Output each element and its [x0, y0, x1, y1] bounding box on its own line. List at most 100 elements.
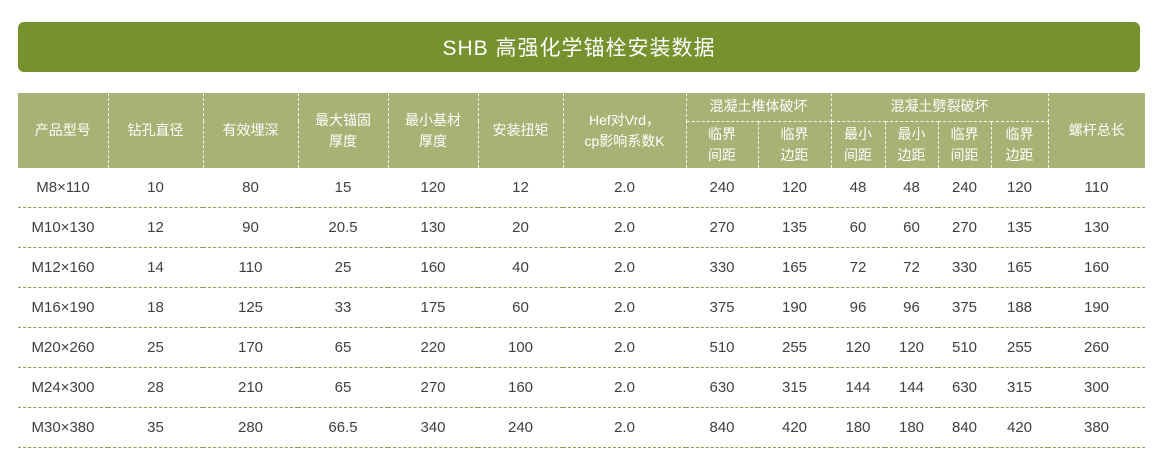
th-effective-embedment: 有效埋深 — [203, 93, 299, 168]
table-cell: 60 — [478, 287, 563, 328]
anchor-install-data-table: 产品型号 钻孔直径 有效埋深 最大锚固 厚度 最小基材 厚度 安装扭矩 Hef对… — [18, 93, 1145, 448]
table-cell: 144 — [831, 367, 885, 408]
table-cell: 270 — [686, 207, 758, 248]
table-cell: 188 — [991, 287, 1048, 328]
table-cell: 28 — [108, 367, 203, 408]
row-model-cell: M12×160 — [18, 247, 108, 288]
table-cell: 120 — [758, 168, 831, 208]
th-min-substrate-thickness: 最小基材 厚度 — [388, 93, 479, 168]
table-cell: 2.0 — [563, 247, 686, 288]
table-cell: 135 — [991, 207, 1048, 248]
table-cell: 160 — [388, 247, 478, 288]
table-cell: 840 — [686, 407, 758, 448]
th-group-concrete-split-failure: 混凝土劈裂破坏 — [831, 93, 1049, 122]
table-cell: 110 — [1048, 168, 1145, 208]
table-cell: 60 — [885, 207, 938, 248]
th-split-critical-edge: 临界 边距 — [991, 121, 1049, 168]
th-cone-critical-edge: 临界 边距 — [758, 121, 832, 168]
table-cell: 165 — [991, 247, 1048, 288]
table-cell: 840 — [938, 407, 991, 448]
table-cell: 120 — [831, 327, 885, 368]
table-cell: 300 — [1048, 367, 1145, 408]
table-cell: 120 — [388, 168, 478, 208]
row-model-cell: M24×300 — [18, 367, 108, 408]
table-cell: 175 — [388, 287, 478, 328]
table-cell: 65 — [298, 367, 388, 408]
table-cell: 110 — [203, 247, 298, 288]
table-cell: 10 — [108, 168, 203, 208]
table-cell: 330 — [686, 247, 758, 288]
table-cell: 220 — [388, 327, 478, 368]
table-cell: 20 — [478, 207, 563, 248]
table-cell: 96 — [831, 287, 885, 328]
table-cell: 170 — [203, 327, 298, 368]
table-cell: 160 — [478, 367, 563, 408]
th-cone-critical-spacing: 临界 间距 — [686, 121, 759, 168]
table-cell: 15 — [298, 168, 388, 208]
table-cell: 130 — [388, 207, 478, 248]
th-drill-diameter: 钻孔直径 — [108, 93, 204, 168]
th-group-concrete-cone-failure: 混凝土椎体破坏 — [686, 93, 832, 122]
table-cell: 510 — [938, 327, 991, 368]
table-cell: 135 — [758, 207, 831, 248]
table-cell: 180 — [831, 407, 885, 448]
table-cell: 120 — [885, 327, 938, 368]
table-cell: 270 — [938, 207, 991, 248]
table-cell: 280 — [203, 407, 298, 448]
page-title: SHB 高强化学锚栓安装数据 — [442, 37, 716, 60]
table-cell: 18 — [108, 287, 203, 328]
table-cell: 65 — [298, 327, 388, 368]
th-hef-vrd-k: Hef对Vrd， cp影响系数K — [563, 93, 687, 168]
table-cell: 130 — [1048, 207, 1145, 248]
table-cell: 380 — [1048, 407, 1145, 448]
table-row: M16×190 18 125 33 175 60 2.0 375 190 96 … — [18, 287, 1145, 328]
table-cell: 120 — [991, 168, 1048, 208]
table-cell: 60 — [831, 207, 885, 248]
table-cell: 160 — [1048, 247, 1145, 288]
th-product-model: 产品型号 — [18, 93, 109, 168]
table-row: M12×160 14 110 25 160 40 2.0 330 165 72 … — [18, 247, 1145, 288]
table-cell: 255 — [991, 327, 1048, 368]
table-cell: 255 — [758, 327, 831, 368]
table-cell: 2.0 — [563, 327, 686, 368]
table-cell: 180 — [885, 407, 938, 448]
row-model-cell: M8×110 — [18, 168, 108, 208]
row-model-cell: M16×190 — [18, 287, 108, 328]
table-cell: 315 — [758, 367, 831, 408]
table-cell: 100 — [478, 327, 563, 368]
th-max-anchor-thickness: 最大锚固 厚度 — [298, 93, 389, 168]
table-cell: 240 — [686, 168, 758, 208]
page-title-bar: SHB 高强化学锚栓安装数据 — [18, 22, 1140, 72]
table-cell: 240 — [478, 407, 563, 448]
table-cell: 72 — [831, 247, 885, 288]
table-cell: 125 — [203, 287, 298, 328]
table-cell: 66.5 — [298, 407, 388, 448]
table-cell: 48 — [831, 168, 885, 208]
table-cell: 12 — [108, 207, 203, 248]
table-cell: 20.5 — [298, 207, 388, 248]
table-cell: 190 — [758, 287, 831, 328]
table-cell: 25 — [298, 247, 388, 288]
table-cell: 260 — [1048, 327, 1145, 368]
table-cell: 48 — [885, 168, 938, 208]
table-cell: 2.0 — [563, 287, 686, 328]
table-row: M8×110 10 80 15 120 12 2.0 240 120 48 48… — [18, 168, 1145, 208]
table-cell: 35 — [108, 407, 203, 448]
table-cell: 340 — [388, 407, 478, 448]
table-cell: 375 — [938, 287, 991, 328]
table-row: M20×260 25 170 65 220 100 2.0 510 255 12… — [18, 327, 1145, 368]
table-cell: 420 — [758, 407, 831, 448]
table-cell: 90 — [203, 207, 298, 248]
table-cell: 33 — [298, 287, 388, 328]
table-cell: 375 — [686, 287, 758, 328]
table-cell: 630 — [686, 367, 758, 408]
table-cell: 270 — [388, 367, 478, 408]
th-screw-total-length: 螺杆总长 — [1048, 93, 1145, 168]
table-cell: 315 — [991, 367, 1048, 408]
table-cell: 2.0 — [563, 168, 686, 208]
table-cell: 144 — [885, 367, 938, 408]
table-row: M10×130 12 90 20.5 130 20 2.0 270 135 60… — [18, 207, 1145, 248]
table-row: M24×300 28 210 65 270 160 2.0 630 315 14… — [18, 367, 1145, 408]
table-cell: 2.0 — [563, 367, 686, 408]
table-cell: 510 — [686, 327, 758, 368]
